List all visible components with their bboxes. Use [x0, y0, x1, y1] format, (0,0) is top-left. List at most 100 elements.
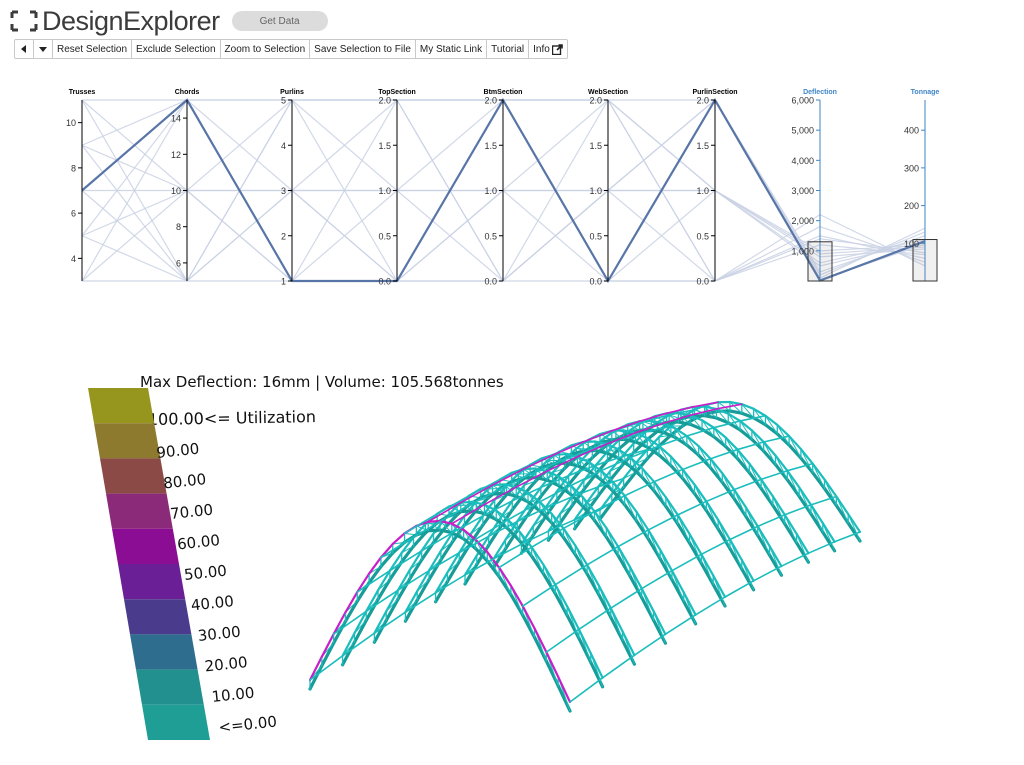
- top-chord: [509, 584, 524, 608]
- tick-label: 1.0: [696, 186, 709, 196]
- bottom-chord: [623, 503, 639, 523]
- reset-selection-button[interactable]: Reset Selection: [53, 40, 133, 58]
- top-chord: [712, 426, 727, 439]
- truss-diagonal: [618, 448, 631, 468]
- parallel-coordinates-chart[interactable]: Trusses46810Chords68101214Purlins12345To…: [0, 80, 1024, 300]
- exclude-selection-button[interactable]: Exclude Selection: [132, 40, 221, 58]
- purlin: [709, 448, 739, 460]
- bottom-chord: [487, 525, 503, 547]
- purlin: [671, 553, 703, 572]
- top-chord: [379, 542, 394, 559]
- purlin: [715, 403, 743, 410]
- top-chord: [530, 546, 545, 566]
- purlin: [760, 469, 789, 481]
- bottom-chord: [599, 478, 615, 493]
- bottom-chord: [821, 530, 837, 553]
- top-chord: [693, 483, 708, 503]
- purlin: [662, 414, 692, 425]
- tutorial-button[interactable]: Tutorial: [487, 40, 530, 58]
- top-chord: [717, 518, 732, 541]
- top-chord: [367, 556, 383, 575]
- bottom-chord: [712, 435, 728, 449]
- top-chord: [728, 538, 743, 562]
- legend-swatch: [136, 669, 204, 705]
- bottom-chord: [622, 470, 638, 490]
- truss-diagonal: [436, 513, 450, 517]
- top-chord: [847, 512, 862, 534]
- purlin: [618, 431, 647, 441]
- purlin: [833, 531, 861, 543]
- top-chord: [577, 628, 592, 655]
- prev-button[interactable]: [15, 40, 34, 58]
- bottom-chord: [716, 527, 732, 551]
- purlin: [451, 515, 484, 534]
- purlin: [427, 501, 462, 523]
- caret-left-icon: [21, 45, 26, 53]
- top-chord: [365, 589, 380, 613]
- tick-label: 400: [904, 126, 919, 136]
- purlin: [483, 486, 518, 506]
- purlin: [623, 480, 655, 497]
- bottom-chord: [485, 559, 501, 579]
- bottom-chord: [767, 553, 784, 577]
- purlin: [610, 420, 641, 432]
- tick-label: 6: [176, 258, 181, 268]
- legend-swatch: [88, 388, 155, 424]
- legend-swatch: [106, 493, 173, 529]
- caret-down-icon: [39, 47, 47, 52]
- top-chord: [518, 530, 533, 549]
- bottom-chord: [384, 597, 400, 623]
- purlin: [309, 654, 344, 681]
- bottom-chord: [561, 535, 577, 557]
- top-chord: [516, 502, 531, 523]
- purlin: [600, 456, 632, 472]
- purlin: [617, 529, 650, 548]
- top-chord: [700, 553, 715, 577]
- truss-diagonal: [588, 461, 602, 481]
- purlin: [434, 574, 466, 594]
- purlin: [780, 552, 810, 567]
- truss-diagonal: [629, 457, 643, 478]
- top-chord: [733, 488, 748, 509]
- tick-label: 1.5: [484, 141, 497, 151]
- bottom-chord: [732, 496, 748, 519]
- tick-label: 0.0: [484, 277, 497, 287]
- top-chord: [570, 479, 585, 498]
- bottom-chord: [584, 494, 600, 514]
- axis-trusses: Trusses 4 6 8 10: [66, 89, 95, 281]
- legend-label: 20.00: [204, 653, 249, 675]
- axis-btmsection: BtmSection 0.0 0.5 1.0 1.5 2.0: [484, 89, 523, 287]
- top-chord: [669, 455, 684, 471]
- purlin: [420, 531, 454, 552]
- next-button[interactable]: [34, 40, 53, 58]
- bottom-chord: [794, 541, 811, 564]
- top-chord: [697, 445, 712, 460]
- truss-diagonal: [701, 419, 715, 438]
- bottom-chord: [439, 539, 455, 562]
- info-button[interactable]: Info: [529, 40, 567, 58]
- bottom-chord: [771, 503, 787, 526]
- purlin: [515, 470, 549, 488]
- app-logo[interactable]: DesignExplorer: [10, 6, 220, 37]
- purlin: [642, 414, 670, 423]
- static-link-button[interactable]: My Static Link: [416, 40, 488, 58]
- tick-label: 14: [171, 114, 181, 124]
- bottom-chord: [459, 509, 475, 514]
- top-chord: [724, 436, 739, 451]
- bottom-chord: [551, 466, 567, 484]
- top-chord: [566, 605, 581, 631]
- bottom-chord: [585, 572, 601, 597]
- axis-title: Chords: [175, 89, 200, 96]
- bottom-chord: [569, 449, 585, 456]
- axis-title: BtmSection: [484, 89, 523, 96]
- top-chord: [599, 469, 614, 484]
- save-selection-button[interactable]: Save Selection to File: [310, 40, 416, 58]
- zoom-to-selection-button[interactable]: Zoom to Selection: [221, 40, 311, 58]
- purlin: [653, 468, 684, 483]
- bottom-chord: [676, 420, 692, 426]
- purlin: [545, 628, 580, 653]
- top-chord: [332, 611, 347, 636]
- bottom-chord: [532, 635, 548, 663]
- bottom-chord: [620, 638, 637, 666]
- get-data-button[interactable]: Get Data: [231, 11, 328, 31]
